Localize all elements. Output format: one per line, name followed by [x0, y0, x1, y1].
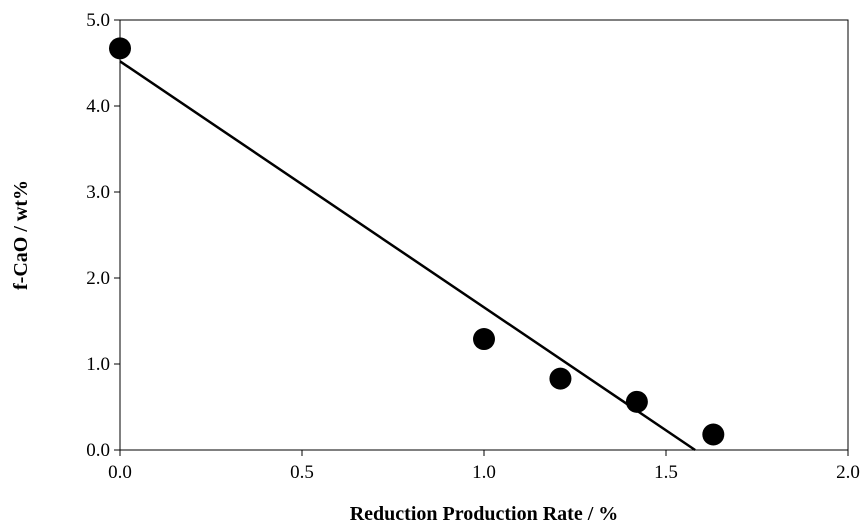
trend-lines	[119, 60, 696, 452]
x-tick-label: 0.5	[290, 462, 314, 483]
plot-border	[119, 19, 849, 451]
y-tick-label: 4.0	[86, 96, 110, 117]
data-point	[549, 367, 572, 390]
y-tick-label: 0.0	[86, 440, 110, 461]
x-tick-label: 0.0	[108, 462, 132, 483]
trend-line	[119, 60, 696, 452]
data-point	[702, 423, 725, 446]
plot-area	[119, 19, 849, 451]
y-tick-label: 1.0	[86, 354, 110, 375]
y-tick-label: 2.0	[86, 268, 110, 289]
y-axis-label: f-CaO / wt%	[10, 180, 32, 290]
x-tick-label: 1.0	[472, 462, 496, 483]
y-tick-label: 5.0	[86, 10, 110, 31]
x-tick-label: 1.5	[654, 462, 678, 483]
data-point	[625, 390, 648, 413]
x-axis-ticks: 0.0 0.5 1.0 1.5 2.0	[108, 450, 860, 483]
x-axis-label: Reduction Production Rate / %	[350, 503, 619, 525]
data-point	[473, 328, 495, 351]
y-tick-label: 3.0	[86, 182, 110, 203]
y-axis-ticks: 0.0 1.0 2.0 3.0 4.0 5.0	[86, 10, 120, 461]
data-point	[109, 37, 131, 60]
x-tick-label: 2.0	[836, 462, 860, 483]
data-points	[109, 37, 725, 446]
